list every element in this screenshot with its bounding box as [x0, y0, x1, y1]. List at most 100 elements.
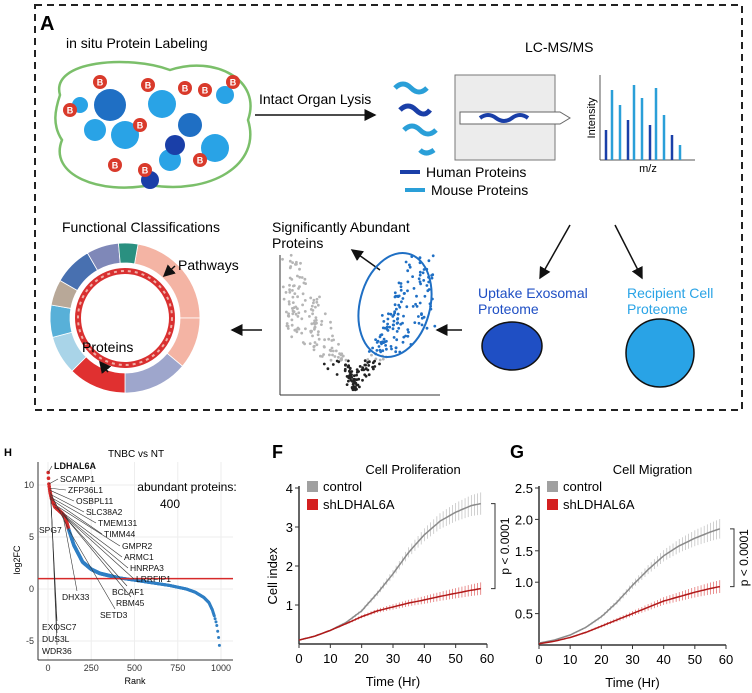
biotin-tag-icon: B	[63, 103, 77, 117]
biotin-tag-icon: B	[178, 81, 192, 95]
legend-label: control	[323, 479, 362, 494]
human-legend-label: Human Proteins	[426, 164, 526, 180]
y-tick-label: 2.0	[515, 512, 533, 527]
volcano-point	[345, 383, 349, 386]
proteins-label: Proteins	[82, 339, 133, 355]
y-tick-label: 10	[24, 480, 34, 490]
arrow-to-recipient	[614, 224, 643, 280]
volcano-point	[290, 318, 294, 322]
volcano-point	[399, 322, 403, 326]
volcano-point	[363, 359, 367, 363]
protein-label: DUS3L	[42, 634, 70, 644]
volcano-point	[372, 367, 375, 371]
spectrum-y-label: Intensity	[586, 97, 598, 138]
volcano-point	[291, 301, 295, 304]
volcano-point	[374, 357, 378, 361]
label-leader-line	[50, 494, 85, 513]
rank-point	[214, 620, 218, 624]
volcano-point	[366, 361, 370, 364]
protein-label: DHX33	[62, 592, 90, 602]
volcano-point	[286, 314, 290, 318]
series-line-control	[298, 502, 481, 641]
volcano-point	[373, 365, 377, 368]
biotin-tag-icon: B	[141, 78, 155, 92]
plot-area	[38, 462, 233, 660]
protein-circle	[94, 89, 126, 121]
volcano-point	[341, 354, 345, 358]
volcano-point	[313, 319, 316, 323]
volcano-point	[286, 327, 290, 330]
volcano-point	[387, 312, 390, 316]
volcano-point	[300, 317, 304, 321]
significant-region	[357, 252, 433, 358]
volcano-point	[422, 268, 426, 271]
volcano-point	[301, 303, 304, 307]
volcano-point	[317, 330, 320, 334]
volcano-point	[326, 367, 330, 371]
x-tick-label: 60	[719, 652, 733, 667]
protein-label: OSBPL11	[76, 496, 113, 506]
volcano-point	[287, 312, 290, 316]
x-tick-label: 10	[323, 651, 337, 666]
uptake-label-line2: Proteome	[478, 301, 539, 317]
panel-f: F Cell Proliferation 0 10 20 30 40 50 60 1 2 3 4 Tim…	[265, 442, 512, 689]
arrow-to-uptake	[539, 224, 571, 280]
volcano-point	[303, 277, 307, 281]
biotin-circle	[141, 78, 155, 92]
volcano-point	[291, 295, 295, 299]
protein-circle	[178, 113, 202, 137]
volcano-point	[297, 311, 301, 315]
volcano-point	[407, 330, 410, 334]
x-tick-label: 50	[688, 652, 702, 667]
y-tick-label: 1.0	[515, 575, 533, 590]
panel-letter-f: F	[272, 442, 283, 462]
biotin-tag-icon: B	[93, 75, 107, 89]
volcano-point	[406, 334, 410, 338]
volcano-point	[425, 284, 429, 287]
volcano-point	[374, 338, 377, 341]
x-tick-label: 20	[594, 652, 608, 667]
volcano-point	[352, 374, 356, 378]
volcano-point	[332, 338, 335, 342]
volcano-point	[415, 294, 418, 298]
volcano-point	[291, 312, 295, 316]
protein-label: TMEM131	[98, 518, 137, 528]
volcano-point	[337, 360, 341, 364]
volcano-point	[392, 336, 396, 339]
lysate-squiggles	[393, 81, 438, 156]
x-tick-label: 250	[84, 663, 99, 673]
volcano-point	[423, 294, 427, 298]
y-tick-label: 4	[286, 481, 293, 496]
biotin-letter: B	[112, 161, 119, 171]
volcano-point	[314, 305, 317, 309]
volcano-point	[289, 265, 293, 268]
volcano-point	[393, 303, 397, 307]
volcano-point	[382, 341, 385, 344]
x-tick-label: 20	[354, 651, 368, 666]
volcano-point	[352, 382, 355, 386]
volcano-point	[318, 295, 321, 299]
label-leader-line	[63, 514, 135, 580]
biotin-letter: B	[182, 84, 189, 94]
volcano-point	[420, 313, 423, 316]
panel-letter-g: G	[510, 442, 524, 462]
volcano-point	[303, 310, 307, 313]
y-tick-label: 1.5	[515, 544, 533, 559]
volcano-point	[293, 328, 297, 332]
protein-label: WDR36	[42, 646, 72, 656]
volcano-point	[383, 326, 387, 330]
annotation-line2: 400	[160, 497, 180, 511]
volcano-point	[397, 294, 401, 298]
protein-label: SETD3	[100, 610, 128, 620]
volcano-point	[413, 321, 417, 324]
spectrum-x-label: m/z	[639, 163, 657, 175]
x-axis-label: Time (Hr)	[605, 675, 659, 690]
volcano-point	[393, 295, 397, 299]
mouse-legend-label: Mouse Proteins	[431, 182, 528, 198]
volcano-point	[430, 274, 433, 277]
volcano-point	[427, 259, 431, 263]
volcano-point	[309, 330, 313, 334]
volcano-point	[386, 329, 390, 332]
volcano-title-line2: Proteins	[272, 235, 323, 251]
volcano-point	[290, 335, 294, 339]
